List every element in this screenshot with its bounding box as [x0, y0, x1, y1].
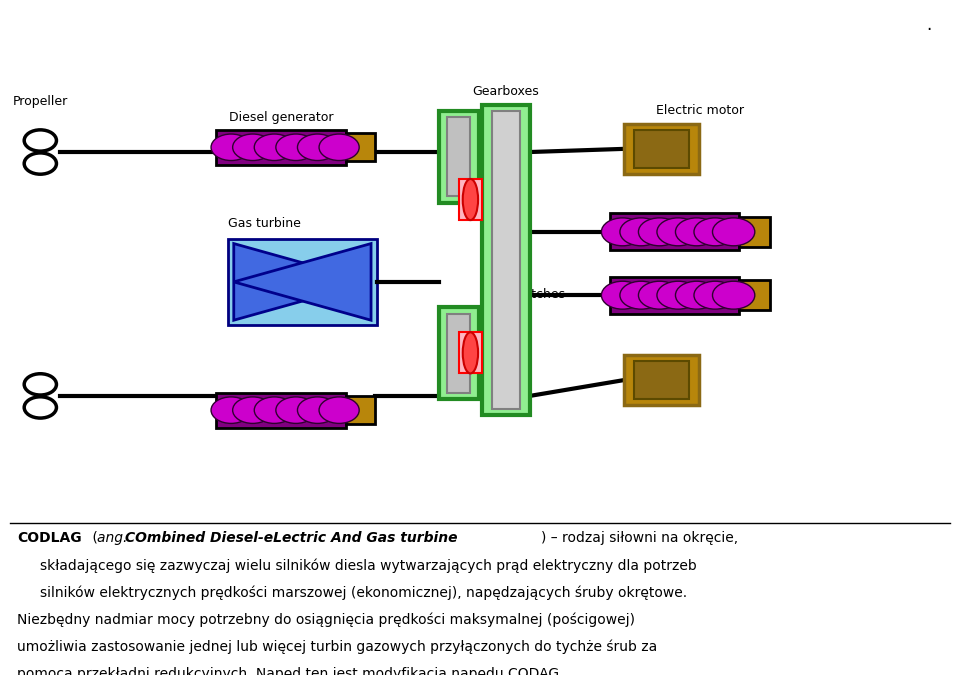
Circle shape: [638, 281, 681, 309]
Bar: [439, 111, 479, 202]
Text: .: .: [926, 16, 931, 34]
Circle shape: [712, 218, 755, 246]
Bar: [739, 281, 770, 310]
Circle shape: [232, 397, 273, 423]
Bar: [739, 217, 770, 246]
Circle shape: [254, 134, 295, 161]
Circle shape: [676, 218, 718, 246]
Circle shape: [276, 134, 316, 161]
Text: ang.: ang.: [97, 531, 132, 545]
Text: składającego się zazwyczaj wielu silników diesla wytwarzających prąd elektryczny: składającego się zazwyczaj wielu silnikó…: [40, 558, 697, 572]
Circle shape: [712, 281, 755, 309]
Text: pomocą przekładni redukcyjnych. Napęd ten jest modyfikacją napędu CODAG.: pomocą przekładni redukcyjnych. Napęd te…: [17, 667, 564, 675]
Bar: [482, 105, 530, 415]
Text: Niezbędny nadmiar mocy potrzebny do osiągnięcia prędkości maksymalnej (pościgowe: Niezbędny nadmiar mocy potrzebny do osią…: [17, 612, 636, 627]
Text: Gas turbine: Gas turbine: [228, 217, 300, 230]
Text: umożliwia zastosowanie jednej lub więcej turbin gazowych przyłączonych do tychże: umożliwia zastosowanie jednej lub więcej…: [17, 640, 658, 654]
Circle shape: [319, 397, 359, 423]
Circle shape: [254, 397, 295, 423]
Text: CODLAG: CODLAG: [17, 531, 82, 545]
Bar: [439, 307, 479, 399]
Text: Diesel generator: Diesel generator: [228, 111, 333, 124]
Bar: [447, 117, 470, 196]
Bar: [610, 277, 739, 314]
Circle shape: [638, 218, 681, 246]
Ellipse shape: [463, 332, 478, 373]
Text: silników elektrycznych prędkości marszowej (ekonomicznej), napędzających śruby o: silników elektrycznych prędkości marszow…: [40, 585, 687, 600]
Circle shape: [694, 218, 736, 246]
Polygon shape: [234, 244, 371, 320]
Circle shape: [232, 134, 273, 161]
Text: Electric motor: Electric motor: [656, 104, 744, 117]
Circle shape: [657, 281, 699, 309]
Text: (: (: [88, 531, 98, 545]
Ellipse shape: [463, 179, 478, 220]
Circle shape: [694, 281, 736, 309]
Bar: [634, 130, 689, 168]
Bar: [346, 134, 374, 161]
Text: Clutches: Clutches: [512, 288, 565, 301]
Polygon shape: [234, 244, 371, 320]
Bar: [447, 314, 470, 393]
Circle shape: [657, 218, 699, 246]
Bar: [492, 111, 520, 408]
Bar: [216, 130, 346, 165]
Circle shape: [298, 134, 338, 161]
Circle shape: [620, 281, 662, 309]
Bar: [346, 396, 374, 424]
Bar: [228, 239, 376, 325]
Text: COmbined Diesel-eLectric And Gas turbine: COmbined Diesel-eLectric And Gas turbine: [125, 531, 457, 545]
Text: Gearboxes: Gearboxes: [472, 85, 540, 98]
Circle shape: [211, 397, 252, 423]
Circle shape: [276, 397, 316, 423]
Bar: [610, 213, 739, 250]
Bar: [634, 361, 689, 399]
Bar: [624, 124, 699, 174]
Text: ) – rodzaj siłowni na okręcie,: ) – rodzaj siłowni na okręcie,: [541, 531, 738, 545]
Bar: [216, 393, 346, 427]
Circle shape: [620, 218, 662, 246]
Text: Propeller: Propeller: [12, 95, 68, 108]
Bar: [459, 332, 482, 373]
Bar: [624, 355, 699, 406]
Circle shape: [601, 281, 644, 309]
Circle shape: [676, 281, 718, 309]
Circle shape: [211, 134, 252, 161]
Circle shape: [601, 218, 644, 246]
Circle shape: [298, 397, 338, 423]
Bar: [459, 179, 482, 220]
Circle shape: [319, 134, 359, 161]
